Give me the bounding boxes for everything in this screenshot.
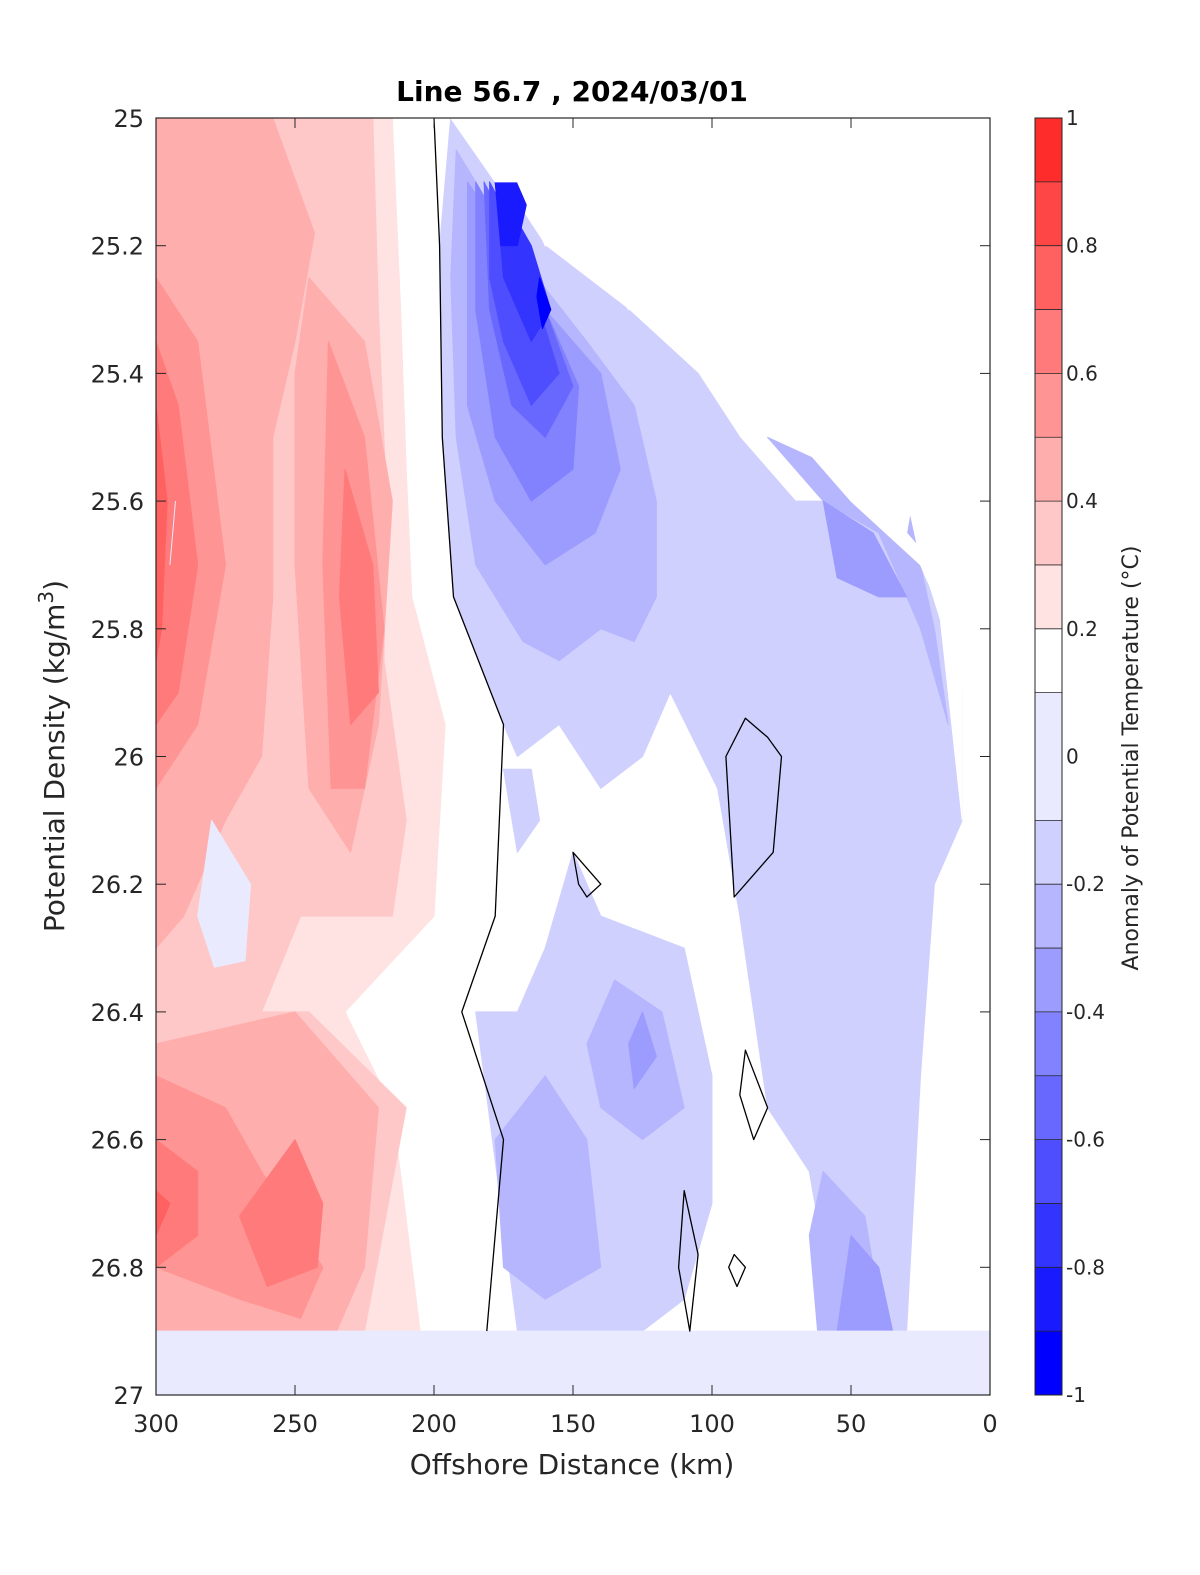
colorbar-segment xyxy=(1035,309,1062,374)
y-axis-title-close: ) xyxy=(38,580,71,591)
y-axis-title-superscript: 3 xyxy=(34,591,58,604)
y-tick-label: 25.6 xyxy=(91,488,144,516)
colorbar-segment xyxy=(1035,948,1062,1012)
x-tick-label: 150 xyxy=(550,1410,596,1438)
no-data-region xyxy=(449,117,991,821)
zero-contour-line xyxy=(728,1253,747,1288)
y-tick-label: 26 xyxy=(113,744,144,772)
colorbar-frame xyxy=(1034,117,1063,1396)
y-tick-label: 26.4 xyxy=(91,999,144,1027)
zero-contour-line xyxy=(433,117,505,1332)
colorbar-tick-label: 0.2 xyxy=(1066,617,1098,641)
colorbar-segment xyxy=(1035,1011,1062,1076)
contour-region xyxy=(238,1139,324,1287)
x-tick-label: 200 xyxy=(411,1410,457,1438)
chart-title: Line 56.7 , 2024/03/01 xyxy=(396,75,748,108)
colorbar-segment xyxy=(1035,692,1062,821)
colorbar-segment xyxy=(1035,1331,1062,1395)
colorbar-segment xyxy=(1035,373,1062,438)
colorbar-tick-label: 1 xyxy=(1066,106,1079,130)
zero-contour-line xyxy=(572,851,602,898)
x-tick-label: 300 xyxy=(133,1410,179,1438)
contour-region xyxy=(494,1075,602,1300)
zero-contour-lines xyxy=(433,117,783,1332)
x-tick-label: 100 xyxy=(689,1410,735,1438)
colorbar-segment xyxy=(1035,118,1062,182)
zero-contour-line xyxy=(725,717,783,898)
x-tick-label: 250 xyxy=(272,1410,318,1438)
colorbar-segment xyxy=(1035,820,1062,885)
y-tick-label: 25.4 xyxy=(91,360,144,388)
y-tick-label: 25.8 xyxy=(91,616,144,644)
contour-region xyxy=(169,501,176,565)
colorbar-segment xyxy=(1035,628,1062,693)
colorbar-segment xyxy=(1035,181,1062,246)
colorbar-segment xyxy=(1035,1139,1062,1204)
y-axis-title: Potential Density (kg/m3) xyxy=(34,580,71,932)
colorbar-tick-label: 0.8 xyxy=(1066,234,1098,258)
colorbar-segment xyxy=(1035,245,1062,310)
colorbar-tick-label: -1 xyxy=(1066,1383,1086,1407)
colorbar-tick-label: -0.4 xyxy=(1066,1000,1105,1024)
x-axis-title: Offshore Distance (km) xyxy=(410,1448,735,1481)
x-tick-label: 50 xyxy=(836,1410,867,1438)
y-tick-label: 26.8 xyxy=(91,1254,144,1282)
colorbar: 1 0.8 0.6 0.4 0.2 0 -0.2 -0.4 -0.6 -0.8 -1 xyxy=(1034,106,1105,1407)
contour-fills xyxy=(155,117,991,1396)
colorbar-segment xyxy=(1035,1203,1062,1268)
y-axis: 25 25.2 25.4 25.6 25.8 26 26.2 26.4 26.6 26.8 27 xyxy=(91,105,990,1410)
colorbar-segment xyxy=(1035,1075,1062,1140)
colorbar-segment xyxy=(1035,437,1062,502)
x-axis: 300 250 200 150 100 50 0 xyxy=(133,118,998,1438)
colorbar-segment xyxy=(1035,501,1062,565)
contour-region xyxy=(197,819,251,968)
contour-region xyxy=(536,277,552,330)
y-axis-title-main: Potential Density (kg/m xyxy=(38,604,71,933)
y-tick-label: 25 xyxy=(113,105,144,133)
contour-region xyxy=(339,468,379,726)
colorbar-segment xyxy=(1035,884,1062,949)
x-tick-label: 0 xyxy=(982,1410,997,1438)
y-tick-label: 25.2 xyxy=(91,233,144,261)
colorbar-tick-label: -0.8 xyxy=(1066,1255,1105,1279)
contour-region xyxy=(822,500,908,598)
colorbar-segment xyxy=(1035,1267,1062,1332)
y-tick-label: 26.2 xyxy=(91,871,144,899)
contour-region xyxy=(155,117,315,949)
colorbar-tick-label: 0.4 xyxy=(1066,489,1098,513)
colorbar-tick-label: 0 xyxy=(1066,745,1079,769)
contour-region xyxy=(628,1011,657,1089)
y-tick-label: 26.6 xyxy=(91,1127,144,1155)
colorbar-tick-label: -0.2 xyxy=(1066,872,1105,896)
colorbar-title: Anomaly of Potential Temperature (°C) xyxy=(1119,546,1144,971)
contour-region xyxy=(503,768,541,853)
colorbar-segment xyxy=(1035,564,1062,629)
y-tick-label: 27 xyxy=(113,1382,144,1410)
colorbar-tick-label: 0.6 xyxy=(1066,361,1098,385)
plot-area: 300 250 200 150 100 50 0 2525.225.425.625.8262… xyxy=(91,105,998,1438)
colorbar-tick-label: -0.6 xyxy=(1066,1128,1105,1152)
zero-contour-line xyxy=(739,1049,769,1141)
zero-contour-line xyxy=(677,1190,699,1332)
